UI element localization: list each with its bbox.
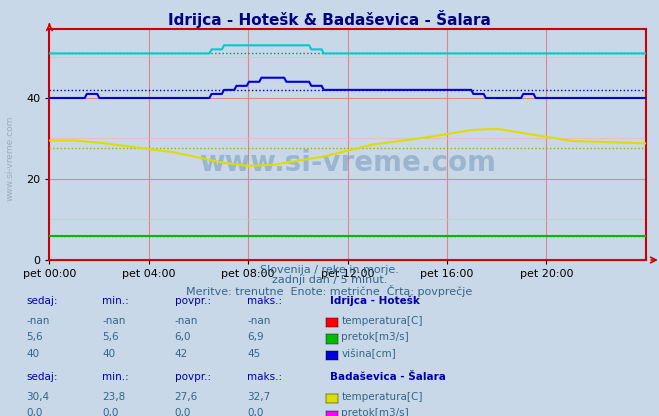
Text: 30,4: 30,4 — [26, 392, 49, 402]
Text: 5,6: 5,6 — [26, 332, 43, 342]
Text: maks.:: maks.: — [247, 372, 282, 382]
Text: Slovenija / reke in morje.: Slovenija / reke in morje. — [260, 265, 399, 275]
Text: sedaj:: sedaj: — [26, 372, 58, 382]
Text: -nan: -nan — [26, 316, 49, 326]
Text: Badaševica - Šalara: Badaševica - Šalara — [330, 372, 445, 382]
Text: višina[cm]: višina[cm] — [341, 349, 396, 359]
Text: -nan: -nan — [175, 316, 198, 326]
Text: sedaj:: sedaj: — [26, 296, 58, 306]
Text: povpr.:: povpr.: — [175, 296, 211, 306]
Text: 42: 42 — [175, 349, 188, 359]
Text: 32,7: 32,7 — [247, 392, 270, 402]
Text: 0,0: 0,0 — [26, 409, 43, 416]
Text: www.si-vreme.com: www.si-vreme.com — [5, 115, 14, 201]
Text: 0,0: 0,0 — [102, 409, 119, 416]
Text: min.:: min.: — [102, 372, 129, 382]
Text: min.:: min.: — [102, 296, 129, 306]
Text: 0,0: 0,0 — [247, 409, 264, 416]
Text: pretok[m3/s]: pretok[m3/s] — [341, 409, 409, 416]
Text: 6,9: 6,9 — [247, 332, 264, 342]
Text: povpr.:: povpr.: — [175, 372, 211, 382]
Text: pretok[m3/s]: pretok[m3/s] — [341, 332, 409, 342]
Text: zadnji dan / 5 minut.: zadnji dan / 5 minut. — [272, 275, 387, 285]
Text: 40: 40 — [26, 349, 40, 359]
Text: temperatura[C]: temperatura[C] — [341, 392, 423, 402]
Text: 23,8: 23,8 — [102, 392, 125, 402]
Text: -nan: -nan — [102, 316, 125, 326]
Text: 27,6: 27,6 — [175, 392, 198, 402]
Text: 40: 40 — [102, 349, 115, 359]
Text: maks.:: maks.: — [247, 296, 282, 306]
Text: Meritve: trenutne  Enote: metrične  Črta: povprečje: Meritve: trenutne Enote: metrične Črta: … — [186, 285, 473, 297]
Text: temperatura[C]: temperatura[C] — [341, 316, 423, 326]
Text: Idrijca - Hotešk & Badaševica - Šalara: Idrijca - Hotešk & Badaševica - Šalara — [168, 10, 491, 28]
Text: www.si-vreme.com: www.si-vreme.com — [199, 149, 496, 177]
Text: 45: 45 — [247, 349, 260, 359]
Text: 5,6: 5,6 — [102, 332, 119, 342]
Text: -nan: -nan — [247, 316, 270, 326]
Text: 6,0: 6,0 — [175, 332, 191, 342]
Text: 0,0: 0,0 — [175, 409, 191, 416]
Text: Idrijca - Hotešk: Idrijca - Hotešk — [330, 295, 419, 306]
